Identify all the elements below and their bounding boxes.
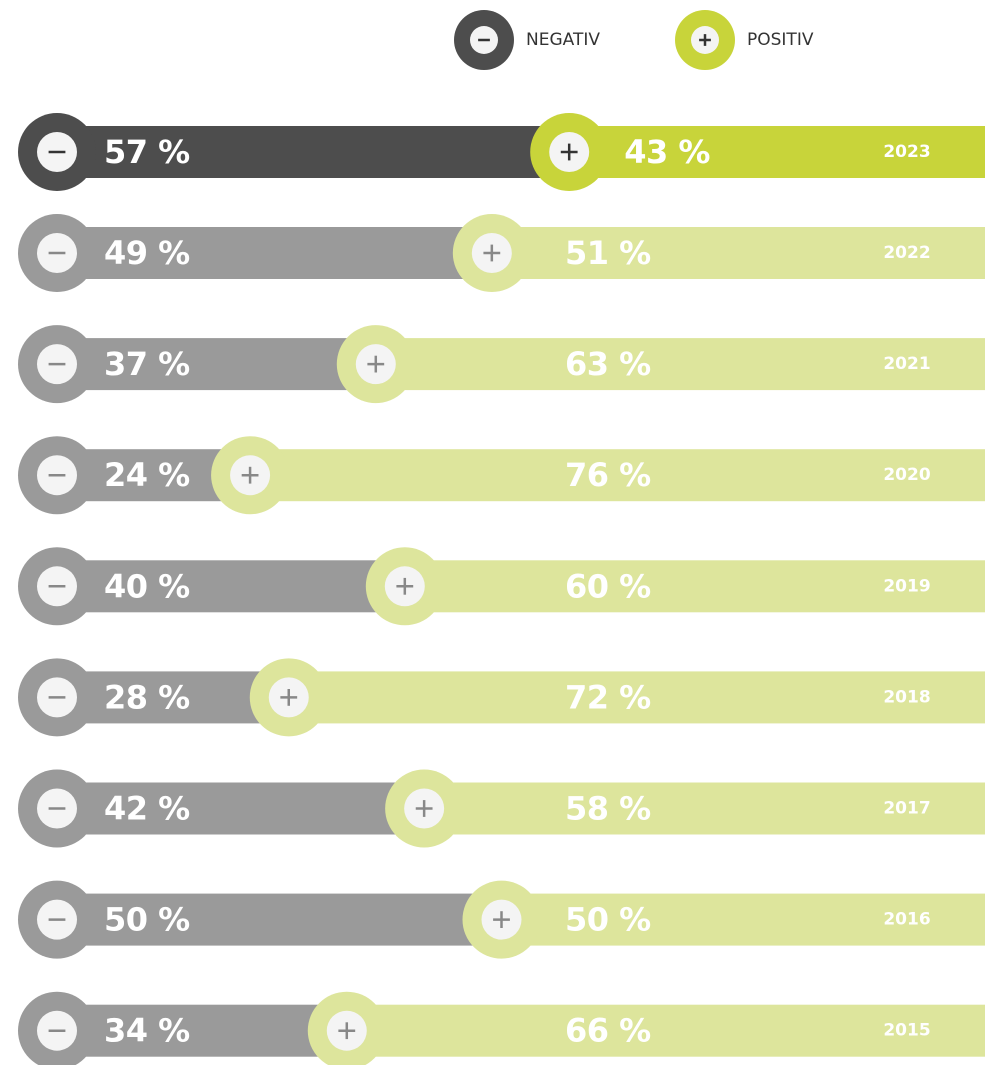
category-label: 2023 [883,142,930,162]
positive-value-label: 63 % [565,345,651,383]
bar-negative [57,782,425,835]
negative-value-label: 49 % [104,234,190,272]
bar-negative [57,893,502,946]
positive-value-label: 66 % [565,1012,651,1050]
negative-value-label: 40 % [104,567,190,605]
bar-positive [375,338,985,391]
legend-label: NEGATIV [526,30,600,50]
category-label: 2018 [883,687,930,707]
bar-positive [491,227,985,279]
category-label: 2015 [883,1021,930,1041]
positive-value-label: 58 % [565,790,651,828]
bar-positive [288,671,985,724]
bar-positive [569,126,985,178]
positive-value-label: 50 % [565,901,651,939]
bar-positive [346,1004,985,1057]
negative-value-label: 37 % [104,345,190,383]
positive-value-label: 60 % [565,567,651,605]
bar-positive [424,782,985,835]
negative-value-label: 34 % [104,1012,190,1050]
negative-value-label: 42 % [104,790,190,828]
legend-label: POSITIV [747,30,814,50]
bar-positive [250,449,985,502]
bar-negative [57,338,376,391]
category-label: 2022 [883,243,930,263]
bar-negative [57,126,570,178]
positive-value-label: 76 % [565,456,651,494]
category-label: 2020 [883,465,930,485]
category-label: 2019 [883,576,930,596]
row: 42 % 58 % 2017 [18,769,985,848]
positive-value-label: 43 % [624,133,710,171]
row: 28 % 72 % 2018 [18,658,985,737]
negative-value-label: 57 % [104,133,190,171]
row: 57 % 43 % 2023 [18,113,985,191]
category-label: 2021 [883,354,930,374]
bar-positive [501,893,985,946]
row: 49 % 51 % 2022 [18,214,985,292]
bar-negative [57,1004,347,1057]
row: 50 % 50 % 2016 [18,880,985,959]
positive-value-label: 51 % [565,234,651,272]
positive-value-label: 72 % [565,678,651,716]
negative-value-label: 28 % [104,678,190,716]
negative-value-label: 24 % [104,456,190,494]
bar-negative [57,560,405,613]
legend: NEGATIV POSITIV [454,10,814,70]
row: 24 % 76 % 2020 [18,436,985,515]
row: 37 % 63 % 2021 [18,325,985,404]
category-label: 2016 [883,910,930,930]
category-label: 2017 [883,799,930,819]
rows: 57 % 43 % 2023 49 % 51 % 2022 37 % 63 % 2021 24 %… [18,113,985,1065]
row: 40 % 60 % 2019 [18,547,985,626]
bar-positive [404,560,985,613]
row: 34 % 66 % 2015 [18,991,985,1065]
negative-value-label: 50 % [104,901,190,939]
bar-negative [57,227,492,279]
